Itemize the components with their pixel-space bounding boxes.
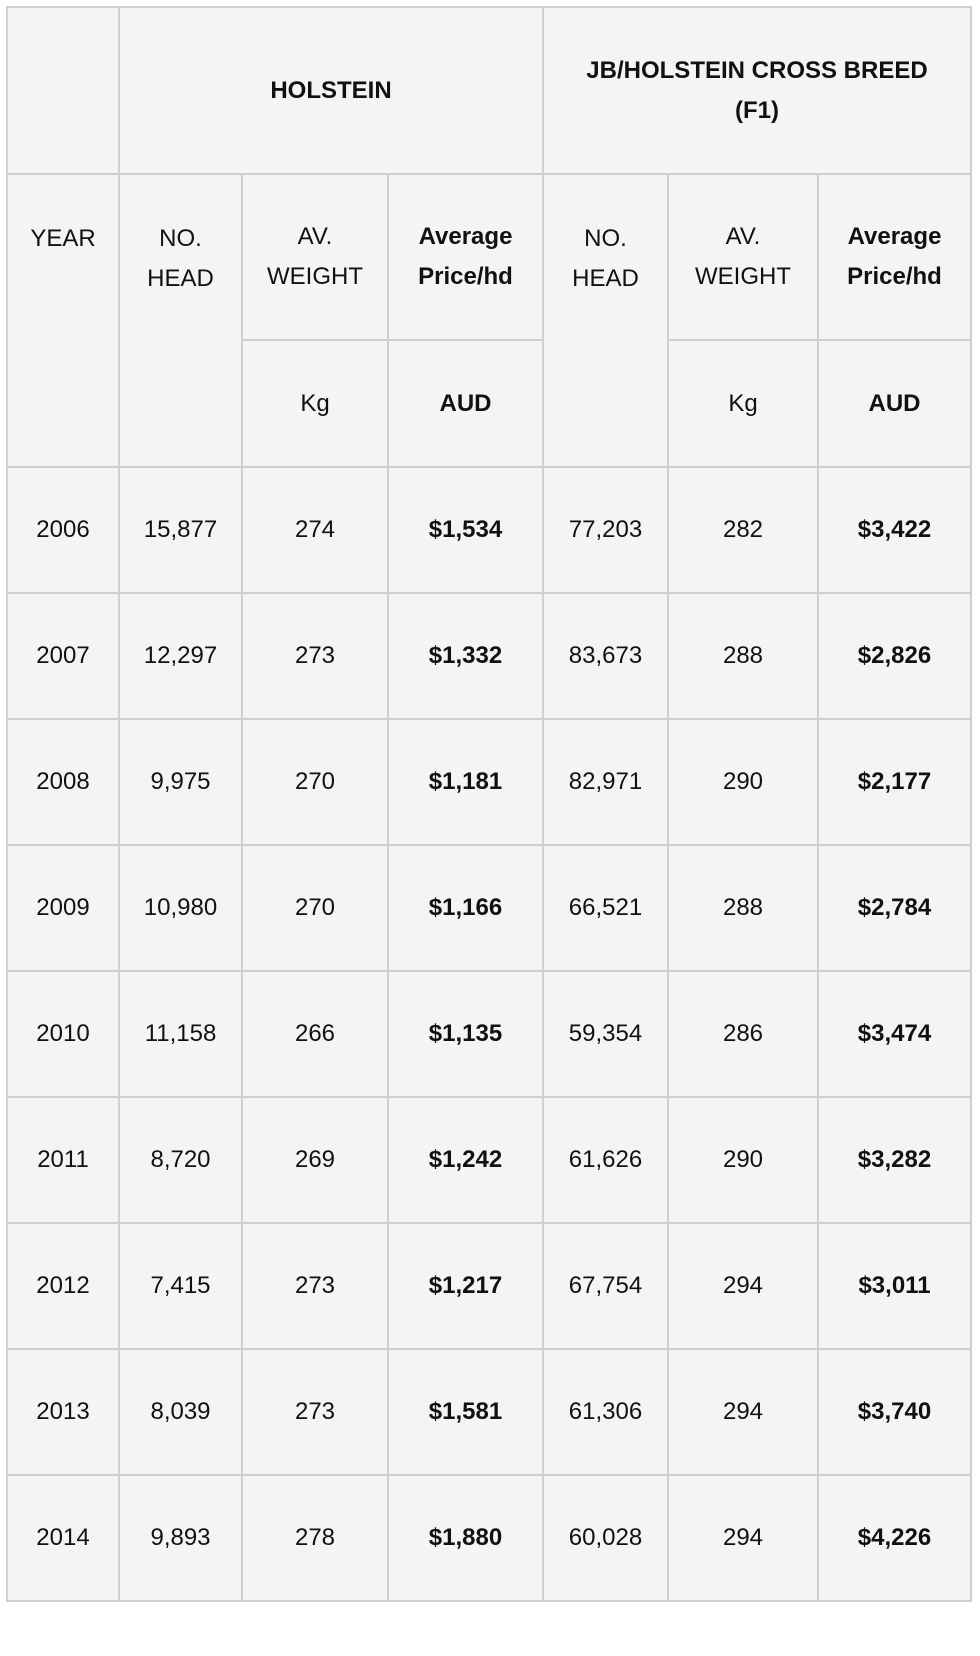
year-cell: 2006: [6, 466, 120, 594]
cross-weight-cell: 288: [667, 592, 819, 720]
cattle-data-table: HOLSTEIN JB/HOLSTEIN CROSS BREED (F1) YE…: [6, 6, 972, 1602]
table-row: 2013 8,039 273 $1,581 61,306 294 $3,740: [6, 1348, 972, 1476]
header-holstein-no-head: NO. HEAD: [118, 173, 243, 468]
cross-weight-cell: 294: [667, 1222, 819, 1350]
cross-no-head-cell: 67,754: [542, 1222, 669, 1350]
holstein-weight-cell: 273: [241, 592, 389, 720]
unit-header-row: Kg AUD Kg AUD: [7, 339, 972, 468]
unit-holstein-price: AUD: [387, 339, 544, 468]
holstein-no-head-cell: 11,158: [118, 970, 243, 1098]
year-cell: 2011: [6, 1096, 120, 1224]
cross-weight-cell: 294: [667, 1474, 819, 1602]
holstein-price-cell: $1,166: [387, 844, 544, 972]
table-row: 2012 7,415 273 $1,217 67,754 294 $3,011: [6, 1222, 972, 1350]
group-header-cross-breed: JB/HOLSTEIN CROSS BREED (F1): [542, 6, 972, 175]
cross-price-cell: $3,422: [817, 466, 972, 594]
holstein-price-cell: $1,181: [387, 718, 544, 846]
holstein-weight-cell: 269: [241, 1096, 389, 1224]
empty-corner-cell: [6, 6, 120, 175]
header-cross-avg-price: Average Price/hd: [817, 173, 972, 341]
table-row: 2011 8,720 269 $1,242 61,626 290 $3,282: [6, 1096, 972, 1224]
cross-price-cell: $4,226: [817, 1474, 972, 1602]
holstein-no-head-cell: 8,039: [118, 1348, 243, 1476]
header-cross-no-head: NO. HEAD: [542, 173, 669, 468]
year-cell: 2008: [6, 718, 120, 846]
holstein-no-head-cell: 7,415: [118, 1222, 243, 1350]
year-cell: 2014: [6, 1474, 120, 1602]
holstein-weight-cell: 270: [241, 718, 389, 846]
header-year: YEAR: [6, 173, 120, 468]
holstein-no-head-cell: 12,297: [118, 592, 243, 720]
holstein-no-head-cell: 10,980: [118, 844, 243, 972]
cross-no-head-cell: 61,626: [542, 1096, 669, 1224]
holstein-price-cell: $1,217: [387, 1222, 544, 1350]
cross-weight-cell: 290: [667, 718, 819, 846]
holstein-weight-cell: 278: [241, 1474, 389, 1602]
column-header-row: YEAR NO. HEAD AV. WEIGHT Average Price/h…: [6, 173, 972, 468]
table-row: 2007 12,297 273 $1,332 83,673 288 $2,826: [6, 592, 972, 720]
unit-cross-price: AUD: [817, 339, 972, 468]
group-header-holstein: HOLSTEIN: [118, 6, 544, 175]
cross-weight-cell: 282: [667, 466, 819, 594]
cross-no-head-cell: 61,306: [542, 1348, 669, 1476]
holstein-price-cell: $1,242: [387, 1096, 544, 1224]
header-cross-av-weight: AV. WEIGHT: [667, 173, 819, 341]
holstein-price-cell: $1,581: [387, 1348, 544, 1476]
group-header-row: HOLSTEIN JB/HOLSTEIN CROSS BREED (F1): [6, 6, 972, 175]
year-cell: 2010: [6, 970, 120, 1098]
holstein-price-cell: $1,135: [387, 970, 544, 1098]
cross-no-head-cell: 59,354: [542, 970, 669, 1098]
unit-holstein-weight: Kg: [241, 339, 389, 468]
holstein-weight-cell: 273: [241, 1348, 389, 1476]
holstein-no-head-cell: 8,720: [118, 1096, 243, 1224]
holstein-weight-cell: 270: [241, 844, 389, 972]
header-holstein-avg-price: Average Price/hd: [387, 173, 544, 341]
cross-weight-cell: 290: [667, 1096, 819, 1224]
cross-price-cell: $2,826: [817, 592, 972, 720]
cross-no-head-cell: 60,028: [542, 1474, 669, 1602]
cross-no-head-cell: 82,971: [542, 718, 669, 846]
holstein-no-head-cell: 9,975: [118, 718, 243, 846]
cross-price-cell: $3,282: [817, 1096, 972, 1224]
unit-cross-weight: Kg: [667, 339, 819, 468]
table-row: 2014 9,893 278 $1,880 60,028 294 $4,226: [6, 1474, 972, 1602]
cross-weight-cell: 294: [667, 1348, 819, 1476]
cross-price-cell: $3,474: [817, 970, 972, 1098]
table-row: 2006 15,877 274 $1,534 77,203 282 $3,422: [6, 466, 972, 594]
year-cell: 2012: [6, 1222, 120, 1350]
cross-price-cell: $3,740: [817, 1348, 972, 1476]
holstein-price-cell: $1,880: [387, 1474, 544, 1602]
holstein-weight-cell: 273: [241, 1222, 389, 1350]
cross-no-head-cell: 83,673: [542, 592, 669, 720]
holstein-no-head-cell: 9,893: [118, 1474, 243, 1602]
cross-weight-cell: 288: [667, 844, 819, 972]
holstein-price-cell: $1,332: [387, 592, 544, 720]
table-row: 2010 11,158 266 $1,135 59,354 286 $3,474: [6, 970, 972, 1098]
cross-price-cell: $3,011: [817, 1222, 972, 1350]
holstein-weight-cell: 266: [241, 970, 389, 1098]
holstein-price-cell: $1,534: [387, 466, 544, 594]
year-cell: 2013: [6, 1348, 120, 1476]
cross-weight-cell: 286: [667, 970, 819, 1098]
cross-no-head-cell: 66,521: [542, 844, 669, 972]
holstein-no-head-cell: 15,877: [118, 466, 243, 594]
cross-price-cell: $2,177: [817, 718, 972, 846]
header-holstein-av-weight: AV. WEIGHT: [241, 173, 389, 341]
year-cell: 2007: [6, 592, 120, 720]
table-row: 2008 9,975 270 $1,181 82,971 290 $2,177: [6, 718, 972, 846]
holstein-weight-cell: 274: [241, 466, 389, 594]
cross-no-head-cell: 77,203: [542, 466, 669, 594]
cross-price-cell: $2,784: [817, 844, 972, 972]
year-cell: 2009: [6, 844, 120, 972]
table-row: 2009 10,980 270 $1,166 66,521 288 $2,784: [6, 844, 972, 972]
